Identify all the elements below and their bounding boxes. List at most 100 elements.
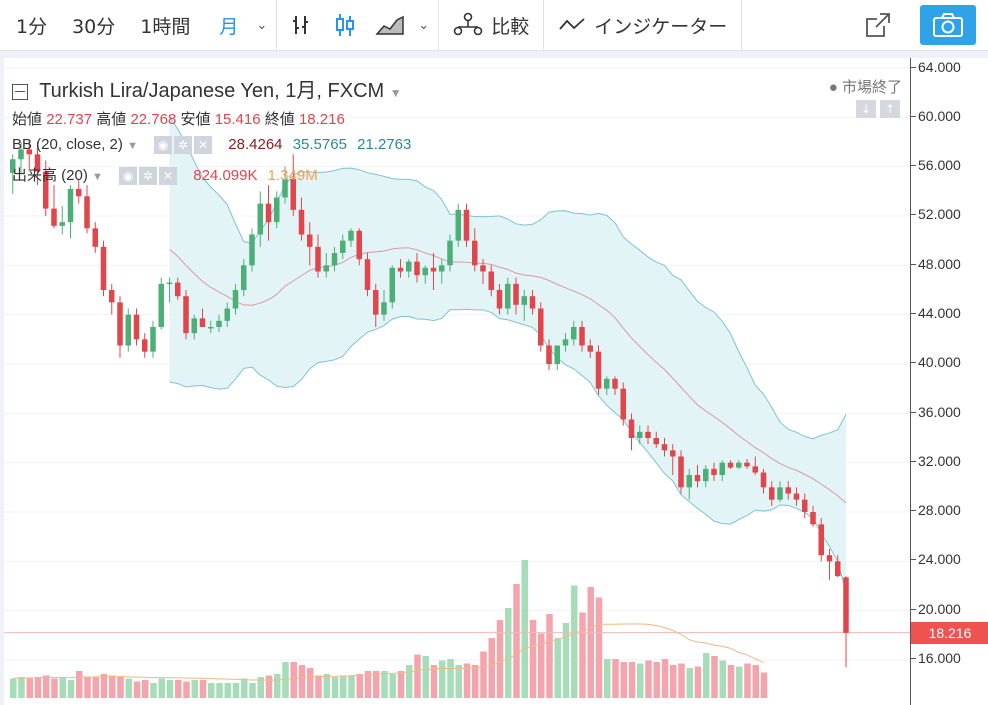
- chart-style-dropdown-icon[interactable]: ⌄: [418, 17, 430, 33]
- volume-bar: [331, 677, 339, 698]
- volume-bar: [117, 677, 124, 698]
- candle-body: [18, 149, 24, 160]
- candle-body: [109, 290, 115, 303]
- bb-basis-line: [169, 247, 847, 504]
- candle-body: [793, 493, 800, 500]
- interval-monthly-button[interactable]: 月: [219, 15, 239, 38]
- volume-bar: [496, 620, 504, 698]
- low-label: 安値: [180, 111, 211, 128]
- candle-body: [818, 524, 824, 556]
- volume-bar: [348, 675, 355, 698]
- compare-icon: [453, 12, 483, 36]
- bb-menu-icon[interactable]: ▼: [127, 140, 138, 152]
- bars-style-icon[interactable]: [277, 0, 325, 50]
- eye-icon[interactable]: ◉: [119, 167, 138, 186]
- interval-30m-button[interactable]: 30分: [72, 15, 116, 38]
- candle-body: [422, 267, 428, 276]
- eye-icon[interactable]: ◉: [154, 136, 173, 155]
- candle-body: [348, 230, 354, 241]
- volume-bar: [653, 662, 660, 698]
- area-style-icon[interactable]: [365, 0, 409, 50]
- volume-menu-icon[interactable]: ▼: [92, 171, 103, 183]
- candle-body: [117, 302, 123, 346]
- volume-bar: [133, 681, 141, 698]
- interval-1m-button[interactable]: 1分: [16, 15, 48, 38]
- volume-bar: [158, 678, 165, 698]
- candle-body: [315, 246, 321, 272]
- volume-bar: [604, 659, 611, 698]
- chart-pane[interactable]: [4, 58, 910, 705]
- volume-bar: [744, 663, 751, 698]
- collapse-icon[interactable]: [12, 83, 28, 100]
- price-chart[interactable]: [4, 58, 910, 705]
- candle-body: [843, 577, 849, 633]
- candle-body: [686, 475, 692, 488]
- price-tick: 20.000: [911, 601, 961, 617]
- indicators-button[interactable]: インジケーター: [544, 0, 741, 50]
- close-icon[interactable]: ✕: [159, 167, 178, 186]
- volume-bar: [232, 683, 240, 698]
- candle-body: [274, 197, 280, 223]
- scale-arrows[interactable]: ↓ ↑: [856, 100, 900, 118]
- candle-body: [331, 253, 338, 266]
- gear-icon[interactable]: ✲: [174, 136, 193, 155]
- compare-label: 比較: [491, 15, 530, 38]
- candle-body: [835, 561, 841, 577]
- candle-body: [133, 314, 140, 340]
- gear-icon[interactable]: ✲: [139, 167, 158, 186]
- candle-body: [777, 487, 783, 500]
- volume-bar: [224, 683, 231, 698]
- bb-legend[interactable]: BB (20, close, 2) ▼ ◉ ✲ ✕ 28.4264 35.5765 …: [12, 136, 411, 155]
- symbol-legend[interactable]: Turkish Lira/Japanese Yen, 1月, FXCM ▼: [12, 74, 402, 103]
- volume-bar: [381, 671, 388, 698]
- price-tick: 60.000: [911, 108, 961, 124]
- interval-dropdown-icon[interactable]: ⌄: [256, 17, 268, 33]
- candle-body: [414, 261, 420, 276]
- volume-bar: [315, 675, 322, 698]
- candle-body: [125, 314, 131, 346]
- toolbar-divider: [741, 0, 743, 50]
- snapshot-button[interactable]: [920, 5, 976, 45]
- volume-bar: [84, 677, 91, 698]
- candle-body: [307, 234, 313, 247]
- volume-bar: [455, 665, 462, 698]
- share-button[interactable]: [860, 8, 896, 42]
- candles-style-icon[interactable]: [325, 0, 365, 50]
- price-tick: 52.000: [911, 206, 961, 222]
- volume-legend[interactable]: 出来高 (20) ▼ ◉ ✲ ✕ 824.099K 1.349M: [12, 164, 318, 186]
- price-axis[interactable]: 64.000 60.000 56.000 52.000 48.000 44.00…: [910, 58, 988, 705]
- compare-button[interactable]: 比較: [439, 0, 543, 50]
- candle-body: [736, 462, 742, 468]
- candle-body: [340, 240, 346, 253]
- candle-body: [51, 208, 57, 226]
- candle-body: [785, 487, 791, 494]
- candle-body: [571, 327, 577, 340]
- candle-body: [760, 472, 767, 488]
- volume-bar: [199, 680, 207, 698]
- candle-body: [653, 438, 659, 445]
- candle-body: [521, 296, 527, 305]
- volume-bar: [67, 680, 75, 698]
- candle-body: [703, 468, 709, 482]
- interval-1h-button[interactable]: 1時間: [140, 15, 191, 38]
- candle-body: [587, 345, 593, 352]
- candle-body: [84, 196, 90, 229]
- volume-bar: [711, 656, 718, 698]
- candle-body: [183, 296, 189, 334]
- candle-body: [150, 327, 156, 352]
- volume-bar: [612, 659, 619, 698]
- close-value: 18.216: [298, 111, 345, 128]
- volume-bar: [290, 662, 297, 698]
- candle-body: [562, 339, 569, 346]
- arrow-down-icon[interactable]: ↓: [856, 100, 876, 118]
- arrow-up-icon[interactable]: ↑: [880, 100, 900, 118]
- symbol-menu-icon[interactable]: ▼: [389, 86, 402, 100]
- candle-body: [752, 466, 758, 473]
- volume-value: 824.099K: [193, 167, 258, 184]
- volume-ma-value: 1.349M: [267, 167, 318, 184]
- toolbar-divider: [438, 0, 440, 50]
- volume-bar: [34, 677, 42, 698]
- volume-bar: [538, 633, 545, 698]
- candle-body: [802, 499, 808, 512]
- close-icon[interactable]: ✕: [194, 136, 213, 155]
